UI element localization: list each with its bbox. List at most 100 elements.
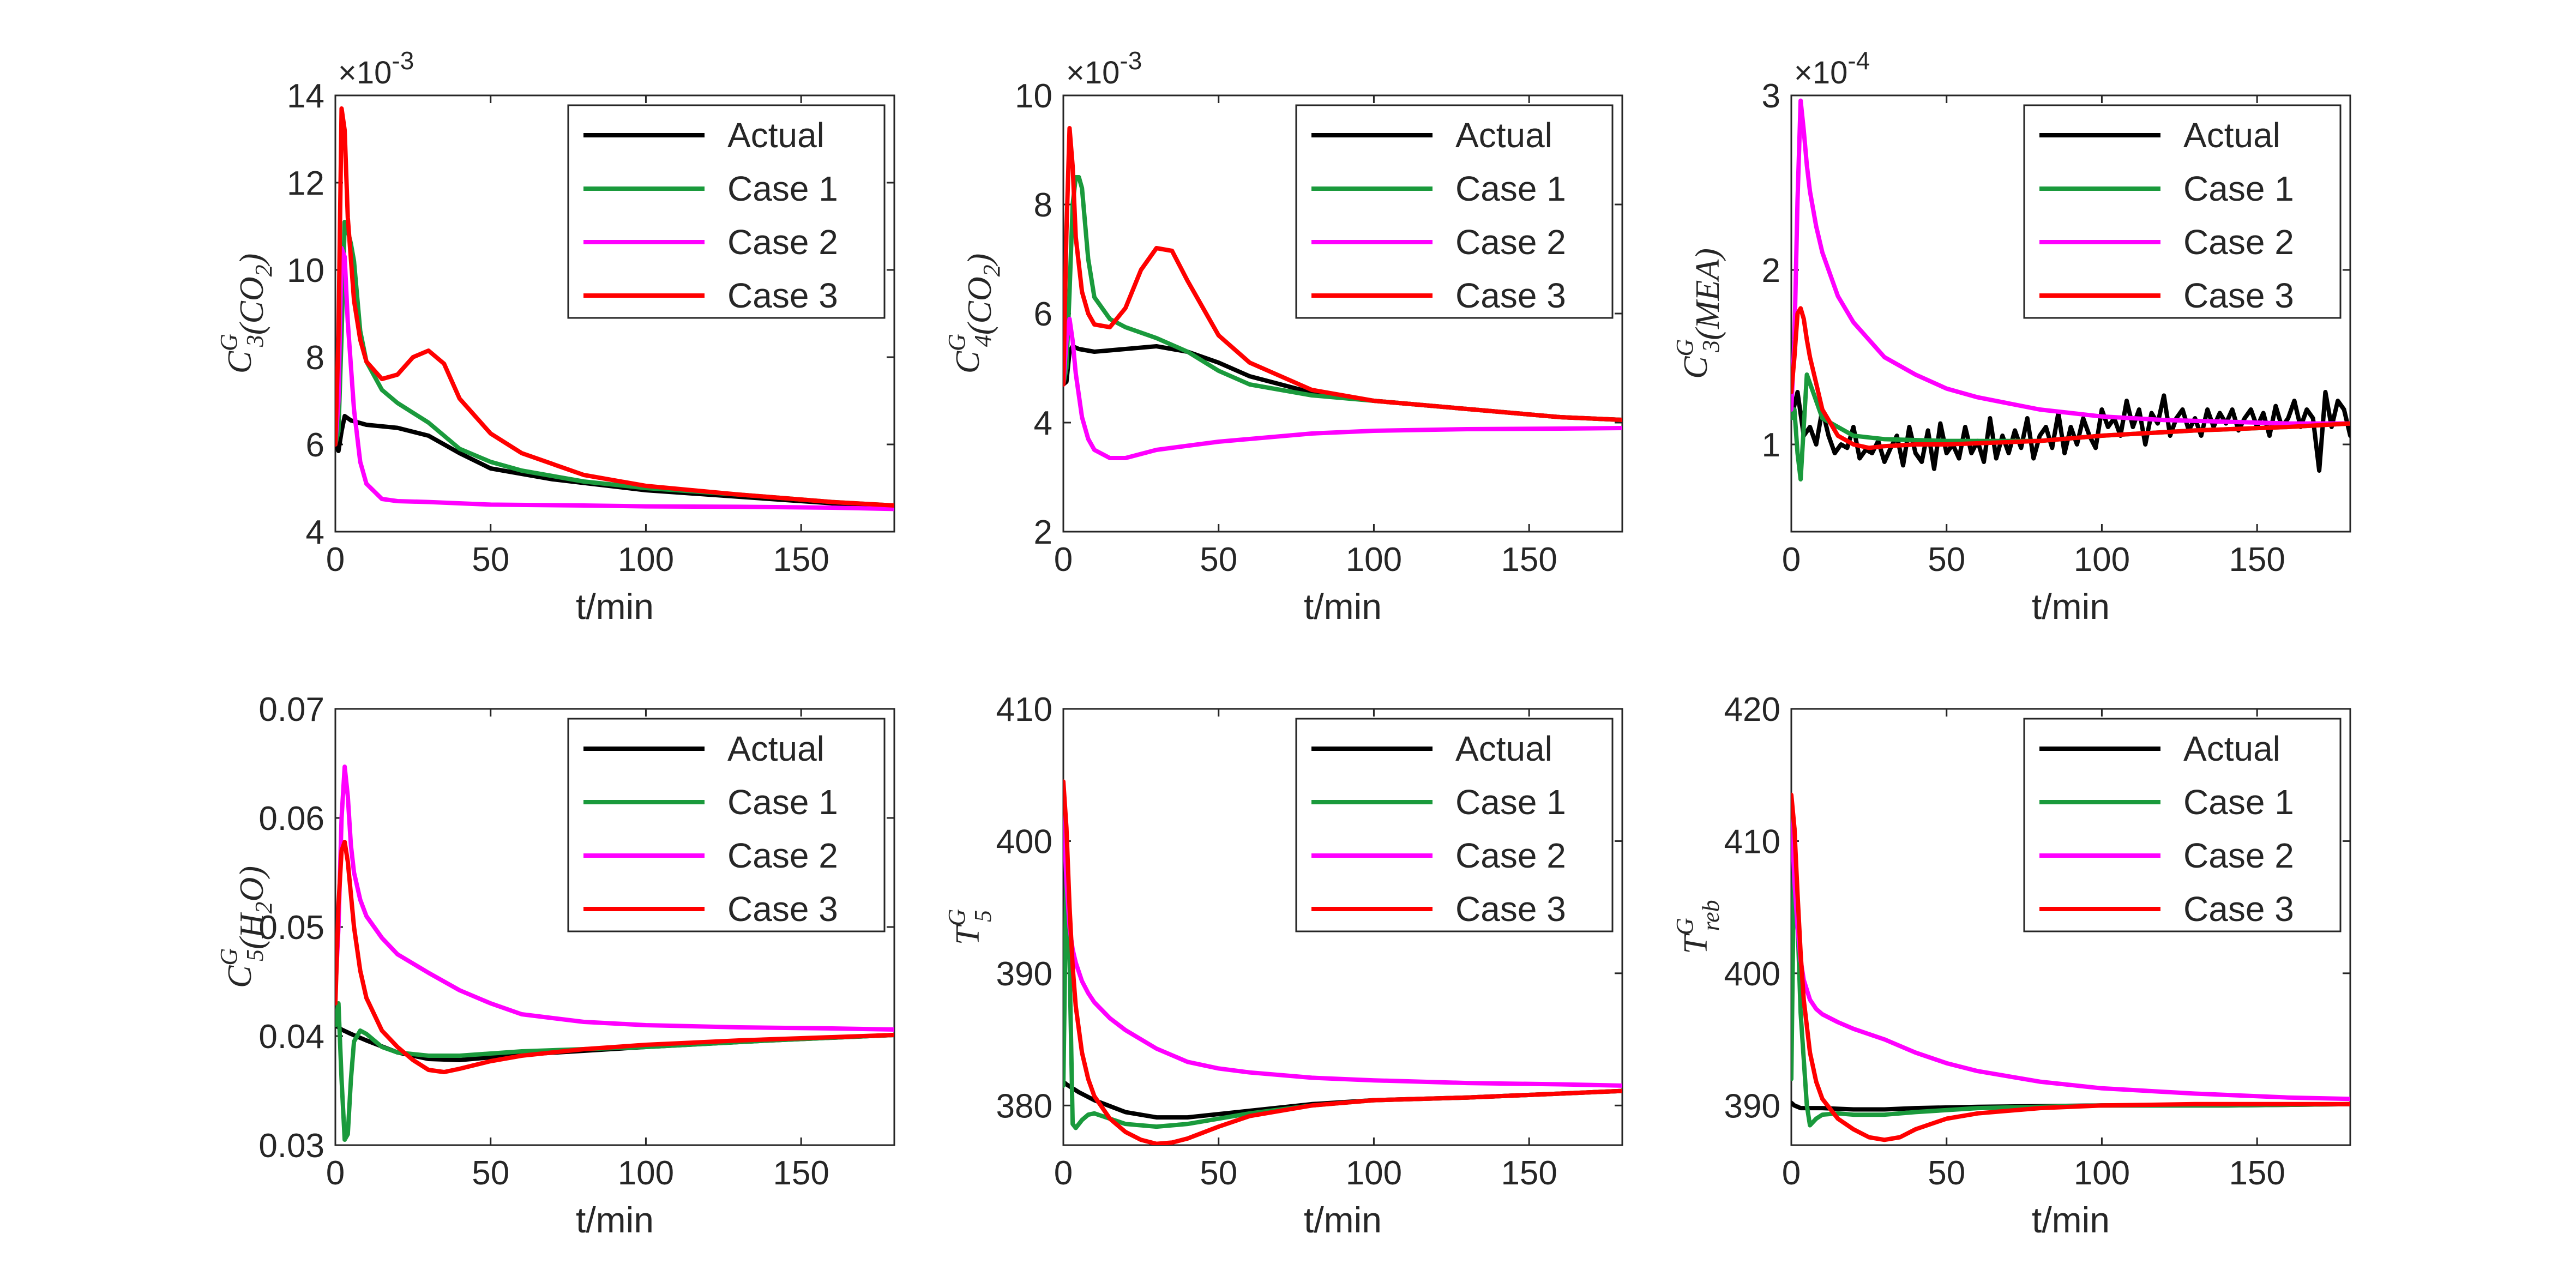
legend-label: Case 3 xyxy=(727,889,838,929)
chart-panel-c3-co2: 0 50 100 150 4 6 8 10 12 14 ×10-3 t/min CG3(CO2) Actu… xyxy=(215,46,895,627)
x-tick-label: 0 xyxy=(1054,1154,1073,1192)
x-tick-label: 150 xyxy=(2229,1154,2285,1192)
y-tick-label: 3 xyxy=(1762,77,1780,115)
legend-label: Case 3 xyxy=(1455,276,1566,315)
series-group xyxy=(1063,126,1622,460)
y-tick-label: 390 xyxy=(1724,1087,1780,1125)
x-tick-label: 150 xyxy=(773,541,829,579)
y-axis-label: CG4(CO2) xyxy=(943,254,1005,374)
y-tick-label: 10 xyxy=(1015,77,1052,115)
y-tick-label: 2 xyxy=(1034,514,1052,551)
legend-label: Case 2 xyxy=(2183,836,2294,875)
legend-box xyxy=(2023,104,2342,319)
legend-label: Case 2 xyxy=(1455,222,1566,262)
legend-label: Actual xyxy=(2183,729,2280,768)
y-axis-label: TGreb xyxy=(1671,900,1724,954)
legend-label: Case 3 xyxy=(2183,276,2294,315)
legend-label: Case 2 xyxy=(727,836,838,875)
y-tick-label: 410 xyxy=(1724,823,1780,860)
y-axis-label: CG5(H2O) xyxy=(215,866,277,988)
series-line-case-2 xyxy=(1791,98,2350,426)
x-tick-label: 0 xyxy=(1054,541,1073,579)
legend: Actual Case 1 Case 2 Case 3 xyxy=(2023,104,2342,319)
series-line-case-3 xyxy=(1063,126,1622,422)
y-tick-label: 10 xyxy=(287,252,324,290)
legend: Actual Case 1 Case 2 Case 3 xyxy=(567,104,886,319)
legend: Actual Case 1 Case 2 Case 3 xyxy=(2023,718,2342,932)
x-tick-label: 100 xyxy=(2074,1154,2130,1192)
x-tick-label: 150 xyxy=(2229,541,2285,579)
legend-label: Case 1 xyxy=(727,169,838,208)
series-group xyxy=(1063,779,1622,1145)
y-tick-label: 380 xyxy=(996,1087,1052,1125)
series-group xyxy=(335,765,894,1142)
series-line-case-2 xyxy=(335,765,894,1032)
x-axis-label: t/min xyxy=(2032,1200,2110,1240)
axis-exponent: ×10-3 xyxy=(338,46,414,91)
series-line-case-2 xyxy=(335,246,894,511)
legend-box xyxy=(567,718,886,932)
y-tick-label: 2 xyxy=(1762,252,1780,290)
legend-label: Case 3 xyxy=(1455,889,1566,929)
series-line-case-2 xyxy=(1063,317,1622,460)
series-line-case-3 xyxy=(1791,306,2350,450)
x-axis-label: t/min xyxy=(2032,586,2110,627)
legend: Actual Case 1 Case 2 Case 3 xyxy=(1295,718,1614,932)
chart-panel-c3-mea: 0 50 100 150 1 2 3 ×10-4 t/min CG3(MEA) Actual Case… xyxy=(1671,46,2351,627)
y-tick-label: 400 xyxy=(1724,955,1780,993)
y-tick-label: 0.05 xyxy=(258,909,324,947)
series-group xyxy=(1791,98,2350,482)
x-tick-label: 50 xyxy=(472,541,509,579)
y-tick-label: 390 xyxy=(996,955,1052,993)
x-axis-label: t/min xyxy=(576,586,654,627)
x-tick-label: 100 xyxy=(618,541,674,579)
chart-panel-c5-h2o: 0 50 100 150 0.03 0.04 0.05 0.06 0.07 t/min CG5(H2… xyxy=(215,691,895,1240)
x-tick-label: 0 xyxy=(1782,1154,1801,1192)
y-tick-label: 1 xyxy=(1762,426,1780,464)
y-tick-label: 0.03 xyxy=(258,1127,324,1165)
x-axis-label: t/min xyxy=(1304,1200,1382,1240)
series-line-case-3 xyxy=(1063,779,1622,1145)
legend-label: Case 2 xyxy=(2183,222,2294,262)
legend-label: Case 1 xyxy=(2183,783,2294,822)
x-tick-label: 100 xyxy=(2074,541,2130,579)
x-tick-label: 100 xyxy=(618,1154,674,1192)
series-group xyxy=(1791,792,2350,1142)
series-line-case-1 xyxy=(335,220,894,508)
y-tick-label: 400 xyxy=(996,823,1052,860)
x-tick-label: 0 xyxy=(1782,541,1801,579)
y-tick-label: 0.07 xyxy=(258,691,324,729)
legend-label: Case 1 xyxy=(2183,169,2294,208)
y-tick-label: 12 xyxy=(287,165,324,202)
x-axis-label: t/min xyxy=(1304,586,1382,627)
legend-label: Case 2 xyxy=(1455,836,1566,875)
chart-panel-treb: 0 50 100 150 390 400 410 420 t/min TGreb Actual Cas… xyxy=(1671,691,2351,1240)
series-line-case-3 xyxy=(335,840,894,1074)
y-tick-label: 0.06 xyxy=(258,800,324,838)
legend-label: Case 1 xyxy=(1455,169,1566,208)
legend-label: Actual xyxy=(727,116,824,155)
legend-label: Case 3 xyxy=(727,276,838,315)
legend-box xyxy=(567,104,886,319)
series-line-case-3 xyxy=(1791,792,2350,1142)
y-tick-label: 4 xyxy=(306,514,324,551)
x-tick-label: 50 xyxy=(472,1154,509,1192)
y-axis-label: CG3(CO2) xyxy=(215,254,277,374)
y-tick-label: 4 xyxy=(1034,405,1052,442)
legend-label: Actual xyxy=(1455,116,1552,155)
y-axis-label: CG3(MEA) xyxy=(1671,248,1726,379)
legend-label: Case 3 xyxy=(2183,889,2294,929)
axis-exponent: ×10-4 xyxy=(1794,46,1870,91)
legend-label: Actual xyxy=(727,729,824,768)
y-tick-label: 8 xyxy=(306,339,324,377)
chart-panel-c4-co2: 0 50 100 150 2 4 6 8 10 ×10-3 t/min CG4(CO2) Actual C… xyxy=(943,46,1623,627)
x-tick-label: 100 xyxy=(1346,1154,1402,1192)
legend: Actual Case 1 Case 2 Case 3 xyxy=(567,718,886,932)
legend: Actual Case 1 Case 2 Case 3 xyxy=(1295,104,1614,319)
legend-label: Actual xyxy=(2183,116,2280,155)
x-tick-label: 100 xyxy=(1346,541,1402,579)
x-tick-label: 150 xyxy=(773,1154,829,1192)
legend-label: Case 1 xyxy=(727,783,838,822)
y-axis-label: TG5 xyxy=(943,909,996,945)
chart-panel-t5: 0 50 100 150 380 390 400 410 t/min TG5 Actual Case … xyxy=(943,691,1623,1240)
